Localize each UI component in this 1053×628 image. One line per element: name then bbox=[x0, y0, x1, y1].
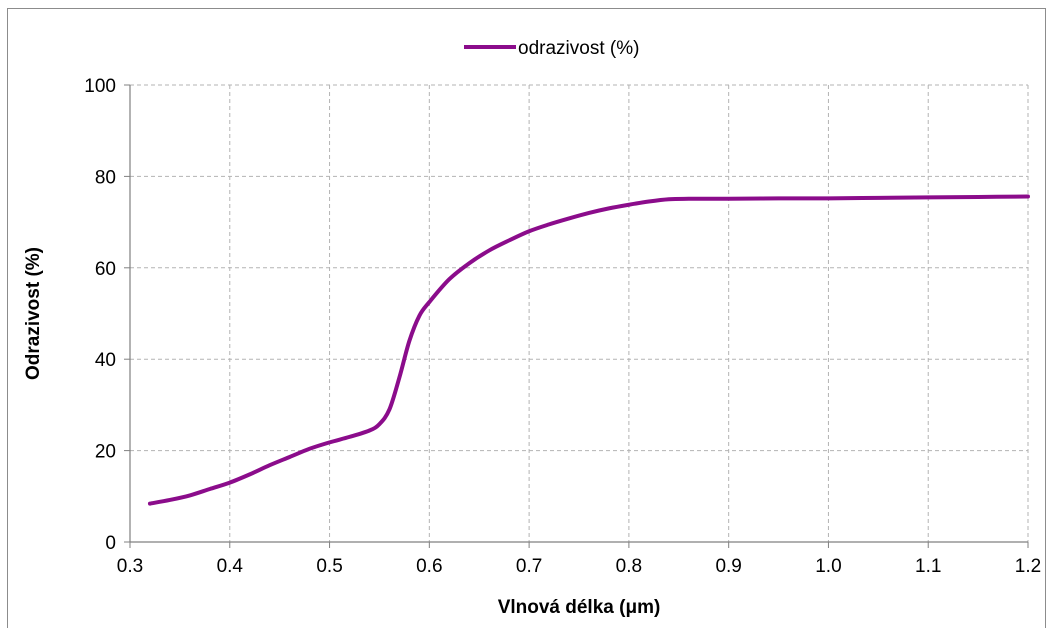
y-axis-title: Odrazivost (%) bbox=[23, 247, 44, 380]
y-tick-labels: 0 20 40 60 80 100 bbox=[84, 76, 116, 554]
y-tick-label: 80 bbox=[95, 167, 116, 188]
y-tick-label: 20 bbox=[95, 442, 116, 463]
x-axis-title: Vlnová délka (μm) bbox=[498, 597, 661, 618]
y-tick-label: 60 bbox=[95, 259, 116, 280]
x-tick-label: 0.3 bbox=[117, 556, 143, 577]
x-tick-label: 0.9 bbox=[715, 556, 741, 577]
x-tick-labels: 0.3 0.4 0.5 0.6 0.7 0.8 0.9 1.0 1.1 1.2 bbox=[117, 556, 1041, 577]
x-tick-label: 1.2 bbox=[1015, 556, 1041, 577]
y-tick-label: 0 bbox=[105, 533, 116, 554]
y-tick-label: 100 bbox=[84, 76, 116, 97]
x-tick-label: 1.0 bbox=[815, 556, 841, 577]
legend: odrazivost (%) bbox=[464, 38, 639, 59]
series-group bbox=[147, 194, 1030, 506]
gridlines bbox=[130, 84, 1029, 542]
x-tick-label: 0.7 bbox=[516, 556, 542, 577]
series-line-odrazivost bbox=[147, 194, 1030, 506]
legend-label: odrazivost (%) bbox=[518, 38, 639, 59]
x-tick-label: 0.4 bbox=[217, 556, 244, 577]
x-tick-label: 0.6 bbox=[416, 556, 442, 577]
x-tick-label: 0.8 bbox=[616, 556, 642, 577]
y-tick-label: 40 bbox=[95, 350, 116, 371]
x-tick-label: 1.1 bbox=[915, 556, 941, 577]
line-chart: 0 20 40 60 80 100 0.3 0.4 0.5 0.6 0.7 0.8 0.9 1.0 1.1… bbox=[23, 38, 1041, 618]
x-tick-label: 0.5 bbox=[316, 556, 342, 577]
chart-frame: 0 20 40 60 80 100 0.3 0.4 0.5 0.6 0.7 0.8 0.9 1.0 1.1… bbox=[7, 8, 1046, 628]
axes bbox=[124, 84, 1029, 548]
